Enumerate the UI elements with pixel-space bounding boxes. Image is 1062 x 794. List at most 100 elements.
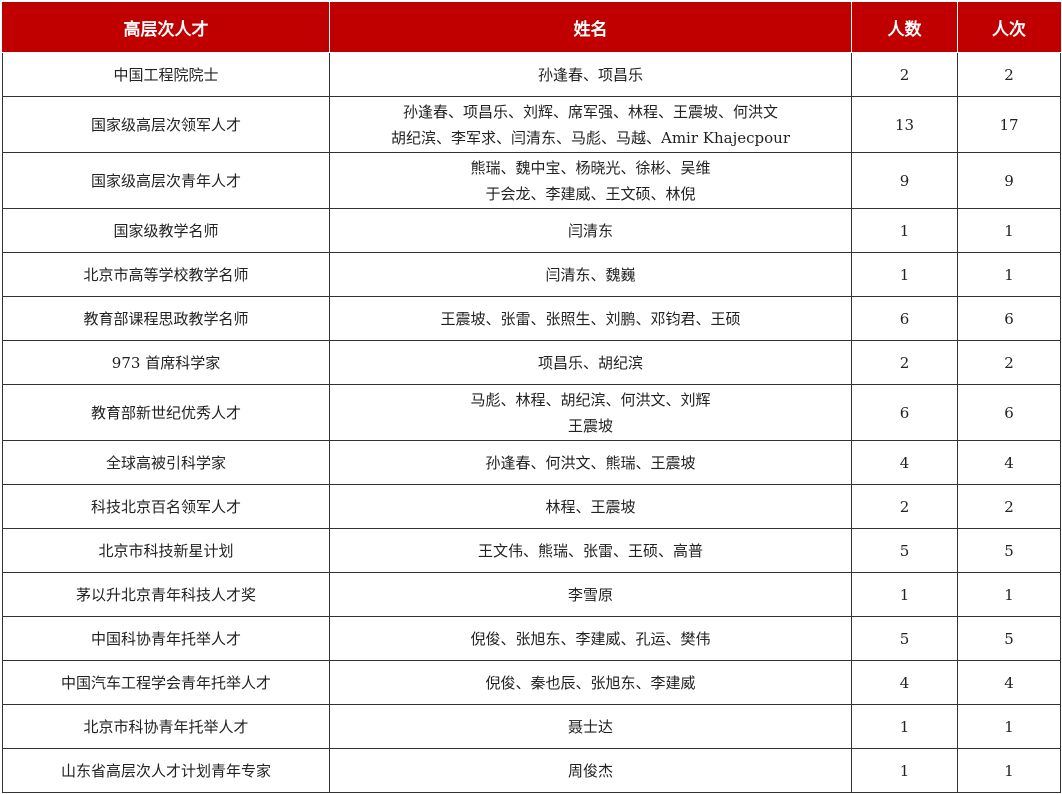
header-names: 姓名 [329,2,852,53]
names-line: 王文伟、熊瑞、张雷、王硕、高普 [477,541,703,560]
times-cell: 6 [957,296,1061,341]
times-cell: 2 [957,340,1061,385]
table-row: 中国汽车工程学会青年托举人才 倪俊、秦也辰、张旭东、李建威 4 4 [2,660,1061,705]
people-cell: 5 [851,528,958,573]
names-cell: 倪俊、秦也辰、张旭东、李建威 [329,660,852,705]
header-row: 高层次人才 姓名 人数 人次 [2,2,1061,53]
names-line: 项昌乐、胡纪滨 [537,353,643,372]
people-cell: 13 [851,96,958,153]
table-row: 中国科协青年托举人才 倪俊、张旭东、李建威、孔运、樊伟 5 5 [2,616,1061,661]
times-cell: 9 [957,152,1061,209]
names-line: 倪俊、张旭东、李建威、孔运、樊伟 [470,629,711,648]
category-cell: 973 首席科学家 [2,340,330,385]
names-line: 林程、王震坡 [545,497,636,516]
names-cell: 林程、王震坡 [329,484,852,529]
table-row: 国家级教学名师 闫清东 1 1 [2,208,1061,253]
times-cell: 4 [957,440,1061,485]
names-line: 闫清东 [567,221,613,240]
people-cell: 1 [851,704,958,749]
names-line: 马彪、林程、胡纪滨、何洪文、刘辉 [470,390,711,409]
category-cell: 国家级教学名师 [2,208,330,253]
times-cell: 6 [957,384,1061,441]
people-cell: 2 [851,340,958,385]
names-line: 王震坡 [567,416,613,435]
names-cell: 闫清东 [329,208,852,253]
header-people: 人数 [851,2,958,53]
table-row: 北京市科协青年托举人才 聂士达 1 1 [2,704,1061,749]
category-cell: 全球高被引科学家 [2,440,330,485]
category-cell: 国家级高层次青年人才 [2,152,330,209]
table-row: 教育部课程思政教学名师 王震坡、张雷、张照生、刘鹏、邓钧君、王硕 6 6 [2,296,1061,341]
category-cell: 茅以升北京青年科技人才奖 [2,572,330,617]
times-cell: 1 [957,252,1061,297]
names-cell: 马彪、林程、胡纪滨、何洪文、刘辉 王震坡 [329,384,852,441]
names-line: 孙逢春、项昌乐、刘辉、席军强、林程、王震坡、何洪文 [402,102,778,121]
names-cell: 倪俊、张旭东、李建威、孔运、樊伟 [329,616,852,661]
header-times: 人次 [957,2,1061,53]
table-row: 国家级高层次青年人才 熊瑞、魏中宝、杨晓光、徐彬、吴维 于会龙、李建威、王文硕、林倪… [2,152,1061,209]
names-cell: 孙逢春、项昌乐、刘辉、席军强、林程、王震坡、何洪文 胡纪滨、李军求、闫清东、马彪、… [329,96,852,153]
names-cell: 聂士达 [329,704,852,749]
names-cell: 闫清东、魏巍 [329,252,852,297]
times-cell: 2 [957,484,1061,529]
category-cell: 科技北京百名领军人才 [2,484,330,529]
names-cell: 王文伟、熊瑞、张雷、王硕、高普 [329,528,852,573]
table-row: 山东省高层次人才计划青年专家 周俊杰 1 1 [2,748,1061,793]
names-line: 闫清东、魏巍 [545,265,636,284]
names-line: 王震坡、张雷、张照生、刘鹏、邓钧君、王硕 [440,309,741,328]
people-cell: 1 [851,748,958,793]
category-cell: 中国汽车工程学会青年托举人才 [2,660,330,705]
category-cell: 中国工程院院士 [2,52,330,97]
times-cell: 2 [957,52,1061,97]
names-line: 胡纪滨、李军求、闫清东、马彪、马越、Amir Khajecpour [391,128,790,147]
table-row: 国家级高层次领军人才 孙逢春、项昌乐、刘辉、席军强、林程、王震坡、何洪文 胡纪滨、李… [2,96,1061,153]
times-cell: 4 [957,660,1061,705]
table-row: 科技北京百名领军人才 林程、王震坡 2 2 [2,484,1061,529]
header-category: 高层次人才 [2,2,330,53]
table-row: 北京市高等学校教学名师 闫清东、魏巍 1 1 [2,252,1061,297]
table-row: 中国工程院院士 孙逢春、项昌乐 2 2 [2,52,1061,97]
people-cell: 4 [851,660,958,705]
names-cell: 孙逢春、何洪文、熊瑞、王震坡 [329,440,852,485]
names-line: 周俊杰 [567,761,613,780]
people-cell: 6 [851,384,958,441]
times-cell: 1 [957,704,1061,749]
people-cell: 4 [851,440,958,485]
names-line: 孙逢春、何洪文、熊瑞、王震坡 [485,453,696,472]
category-cell: 北京市科协青年托举人才 [2,704,330,749]
people-cell: 2 [851,52,958,97]
names-cell: 李雪原 [329,572,852,617]
names-line: 聂士达 [567,717,613,736]
names-cell: 王震坡、张雷、张照生、刘鹏、邓钧君、王硕 [329,296,852,341]
category-cell: 教育部课程思政教学名师 [2,296,330,341]
names-line: 于会龙、李建威、王文硕、林倪 [485,184,696,203]
people-cell: 9 [851,152,958,209]
names-cell: 周俊杰 [329,748,852,793]
people-cell: 1 [851,572,958,617]
table-row: 茅以升北京青年科技人才奖 李雪原 1 1 [2,572,1061,617]
table-row: 全球高被引科学家 孙逢春、何洪文、熊瑞、王震坡 4 4 [2,440,1061,485]
times-cell: 1 [957,748,1061,793]
category-cell: 国家级高层次领军人才 [2,96,330,153]
people-cell: 6 [851,296,958,341]
people-cell: 5 [851,616,958,661]
names-line: 倪俊、秦也辰、张旭东、李建威 [485,673,696,692]
names-cell: 项昌乐、胡纪滨 [329,340,852,385]
times-cell: 5 [957,616,1061,661]
category-cell: 中国科协青年托举人才 [2,616,330,661]
category-cell: 山东省高层次人才计划青年专家 [2,748,330,793]
names-cell: 熊瑞、魏中宝、杨晓光、徐彬、吴维 于会龙、李建威、王文硕、林倪 [329,152,852,209]
names-line: 孙逢春、项昌乐 [537,65,643,84]
table-row: 北京市科技新星计划 王文伟、熊瑞、张雷、王硕、高普 5 5 [2,528,1061,573]
people-cell: 1 [851,252,958,297]
category-cell: 教育部新世纪优秀人才 [2,384,330,441]
names-cell: 孙逢春、项昌乐 [329,52,852,97]
times-cell: 5 [957,528,1061,573]
times-cell: 17 [957,96,1061,153]
names-line: 李雪原 [567,585,613,604]
names-line: 熊瑞、魏中宝、杨晓光、徐彬、吴维 [470,158,711,177]
category-cell: 北京市高等学校教学名师 [2,252,330,297]
people-cell: 1 [851,208,958,253]
people-cell: 2 [851,484,958,529]
table-row: 973 首席科学家 项昌乐、胡纪滨 2 2 [2,340,1061,385]
